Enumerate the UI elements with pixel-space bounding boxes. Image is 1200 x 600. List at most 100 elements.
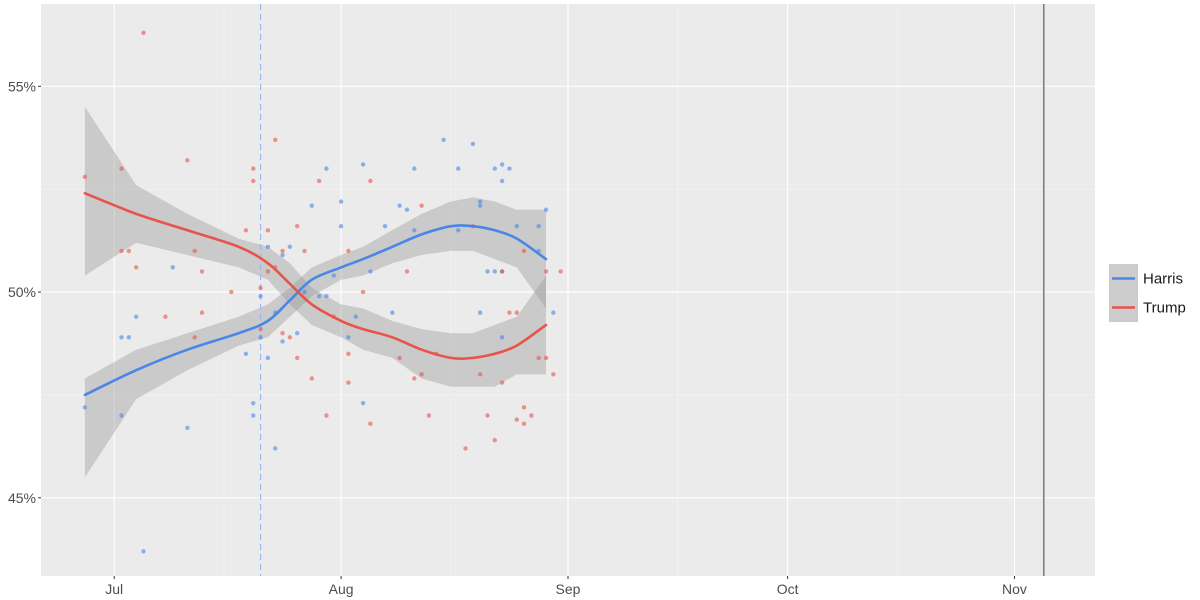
- data-point-trump: [346, 248, 351, 254]
- data-point-harris: [397, 203, 402, 208]
- data-point-trump: [258, 285, 263, 291]
- data-point-trump: [499, 380, 505, 385]
- data-point-trump: [185, 158, 190, 163]
- data-point-harris: [390, 310, 395, 315]
- data-point-trump: [419, 372, 424, 377]
- data-point-trump: [294, 224, 300, 229]
- y-axis: 45% 50% 55%: [8, 78, 41, 506]
- data-point-trump: [294, 355, 300, 361]
- data-point-trump: [514, 310, 519, 315]
- data-point-trump: [360, 289, 366, 295]
- data-point-harris: [412, 228, 417, 233]
- y-tick-label: 55%: [8, 78, 36, 94]
- data-point-trump: [280, 331, 285, 336]
- data-point-trump: [492, 438, 498, 443]
- data-point-harris: [346, 335, 351, 340]
- data-point-trump: [404, 269, 410, 274]
- data-point-harris: [119, 413, 124, 418]
- data-point-harris: [412, 166, 417, 171]
- x-tick-label: Aug: [329, 581, 354, 597]
- data-point-trump: [302, 248, 307, 254]
- data-point-harris: [251, 413, 256, 418]
- data-point-harris: [353, 314, 358, 319]
- data-point-harris: [258, 335, 263, 340]
- confidence-bands: [84, 106, 547, 478]
- data-point-harris: [477, 199, 483, 204]
- data-point-trump: [258, 326, 263, 332]
- data-point-trump: [521, 248, 527, 254]
- data-point-harris: [302, 289, 307, 295]
- data-point-harris: [441, 137, 446, 142]
- data-point-trump: [119, 248, 124, 254]
- legend-label-harris: Harris: [1143, 271, 1183, 288]
- data-point-trump: [521, 405, 527, 410]
- data-point-trump: [309, 376, 315, 381]
- data-point-trump: [82, 174, 88, 180]
- data-point-harris: [485, 269, 490, 274]
- data-point-trump: [346, 351, 351, 356]
- data-point-trump: [199, 269, 205, 274]
- x-tick-label: Oct: [777, 581, 799, 597]
- data-point-harris: [141, 549, 146, 554]
- data-point-trump: [368, 178, 373, 184]
- x-tick-label: Nov: [1002, 581, 1027, 597]
- data-point-trump: [543, 355, 549, 361]
- data-point-trump: [192, 335, 197, 340]
- data-point-trump: [412, 376, 417, 381]
- y-tick-label: 45%: [8, 490, 36, 506]
- data-point-trump: [521, 421, 527, 426]
- major-gridlines: [41, 4, 1095, 576]
- data-point-harris: [551, 310, 556, 315]
- data-point-trump: [163, 314, 168, 319]
- data-point-trump: [463, 446, 468, 451]
- data-point-trump: [280, 248, 285, 254]
- data-point-harris: [368, 269, 373, 274]
- data-point-harris: [360, 162, 366, 167]
- data-point-trump: [265, 228, 271, 233]
- y-tick-label: 50%: [8, 284, 36, 300]
- trend-lines: [83, 192, 548, 397]
- data-point-harris: [316, 293, 322, 299]
- data-point-trump: [368, 421, 373, 426]
- data-point-harris: [309, 203, 315, 208]
- trend-line-trump: [83, 192, 548, 360]
- data-point-trump: [273, 137, 278, 142]
- data-point-harris: [470, 141, 476, 147]
- data-point-harris: [499, 178, 505, 184]
- data-point-trump: [551, 372, 556, 377]
- data-point-harris: [126, 335, 132, 340]
- data-point-trump: [346, 380, 351, 385]
- data-point-harris: [265, 244, 271, 249]
- data-point-harris: [456, 228, 461, 233]
- data-point-trump: [397, 355, 402, 361]
- data-point-harris: [258, 293, 263, 299]
- data-point-harris: [185, 425, 190, 431]
- data-point-harris: [82, 405, 88, 410]
- data-point-trump: [426, 413, 432, 418]
- data-point-harris: [119, 335, 124, 340]
- data-point-harris: [338, 224, 344, 229]
- data-point-trump: [199, 310, 205, 315]
- data-point-harris: [243, 351, 249, 356]
- data-point-trump: [543, 269, 549, 274]
- data-point-harris: [507, 166, 512, 171]
- data-point-harris: [280, 252, 285, 258]
- data-point-harris: [543, 207, 549, 212]
- data-point-trump: [536, 355, 541, 361]
- data-point-harris: [280, 339, 285, 344]
- data-point-harris: [294, 331, 300, 336]
- data-point-trump: [126, 248, 132, 254]
- data-point-harris: [477, 203, 483, 208]
- x-axis: Jul Aug Sep Oct Nov: [105, 576, 1027, 597]
- legend-label-trump: Trump: [1143, 300, 1186, 317]
- data-point-harris: [456, 166, 461, 171]
- data-point-trump: [287, 335, 293, 340]
- trend-line-harris: [83, 224, 548, 397]
- data-point-harris: [170, 265, 175, 270]
- data-point-harris: [492, 166, 498, 171]
- data-point-trump: [316, 178, 322, 184]
- data-point-trump: [192, 248, 197, 254]
- data-point-trump: [324, 413, 329, 418]
- confidence-band-trump: [84, 106, 547, 387]
- data-point-trump: [265, 269, 271, 274]
